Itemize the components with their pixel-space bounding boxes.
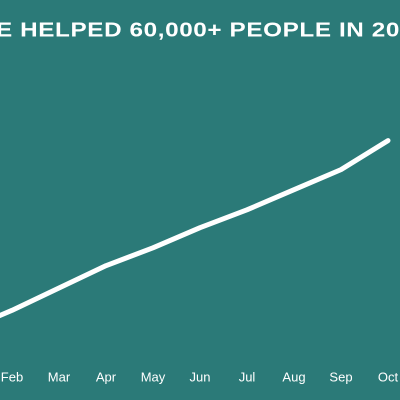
chart-title: E HELPED 60,000+ PEOPLE IN 20 (0, 19, 400, 41)
x-tick-label: May (141, 369, 166, 384)
x-tick-label: Feb (1, 369, 23, 384)
x-tick-label: Jun (190, 369, 211, 384)
data-line (0, 138, 391, 319)
x-tick-label: Jul (239, 369, 256, 384)
x-tick-label: Sep (329, 369, 352, 384)
x-tick-label: Oct (378, 369, 399, 384)
x-tick-label: Mar (48, 369, 71, 384)
x-tick-label: Aug (282, 369, 305, 384)
x-tick-label: Apr (96, 369, 117, 384)
